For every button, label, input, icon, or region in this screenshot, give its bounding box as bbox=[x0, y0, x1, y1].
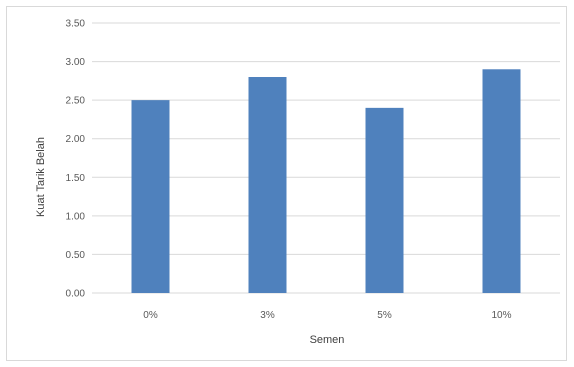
x-axis-ticks: 0% 3% 5% 10% bbox=[143, 310, 511, 321]
grid-lines bbox=[92, 22, 560, 294]
y-tick-label: 3.00 bbox=[66, 57, 86, 68]
x-tick-label: 5% bbox=[377, 310, 392, 321]
x-tick-label: 0% bbox=[143, 310, 158, 321]
y-tick-label: 1.00 bbox=[66, 211, 86, 222]
bar bbox=[482, 69, 521, 294]
y-tick-label: 2.50 bbox=[66, 96, 86, 107]
y-axis-ticks: 0.00 0.50 1.00 1.50 2.00 2.50 3.00 3.50 bbox=[66, 19, 86, 300]
bar bbox=[365, 107, 404, 293]
y-axis-title: Kuat Tarik Belah bbox=[35, 137, 47, 217]
bars bbox=[131, 69, 521, 294]
bar bbox=[131, 100, 170, 294]
y-tick-label: 0.50 bbox=[66, 250, 86, 261]
bar bbox=[248, 77, 287, 293]
x-tick-label: 3% bbox=[260, 310, 275, 321]
x-tick-label: 10% bbox=[491, 310, 511, 321]
y-tick-label: 3.50 bbox=[66, 19, 86, 30]
y-tick-label: 2.00 bbox=[66, 134, 86, 145]
y-tick-label: 1.50 bbox=[66, 173, 86, 184]
x-axis-title: Semen bbox=[310, 334, 345, 346]
y-tick-label: 0.00 bbox=[66, 289, 86, 300]
